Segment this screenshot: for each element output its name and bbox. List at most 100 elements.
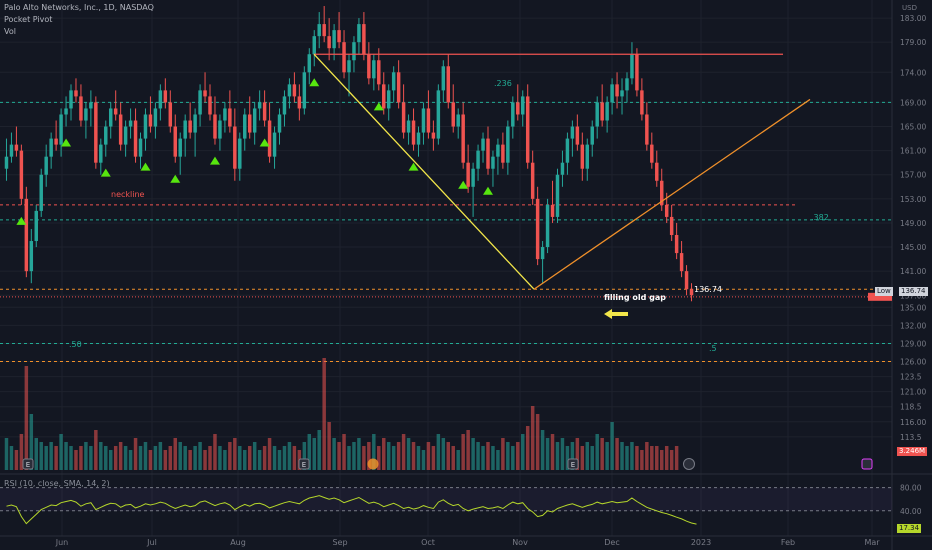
volume-bar [421,450,426,470]
volume-legend[interactable]: Vol [4,27,16,36]
candle-body [620,90,624,97]
volume-bar [555,442,560,470]
volume-bar [188,450,192,470]
candle-body [476,150,480,169]
candle-body [615,84,619,97]
price-axis-label: 165.00 [900,123,926,132]
volume-bar [605,442,609,470]
x-axis-month-label: Sep [332,538,347,547]
rsi-legend[interactable]: RSI (10, close, SMA, 14, 2) [4,479,110,488]
volume-bar [69,446,73,470]
candle-body [9,144,14,157]
volume-bar [74,450,78,470]
candle-body [610,84,614,103]
x-axis-month-label: 2023 [691,538,711,547]
volume-bar [247,446,252,470]
fib-236-label: .236 [494,79,512,88]
candle-body [183,120,187,139]
candle-body [386,90,391,109]
candle-body [188,120,192,133]
volume-bar [277,450,282,470]
candle-body [243,114,247,139]
earnings-icon [567,458,579,470]
earnings-icon [22,458,34,470]
volume-bar [525,426,530,470]
earnings-icon-label: E [571,461,575,469]
volume-bar [645,442,649,470]
candle-body [555,174,560,217]
volume-bar [610,422,614,470]
candle-body [148,114,153,127]
volume-bar [411,442,416,470]
volume-bar [153,446,158,470]
candle-body [84,108,88,121]
candle-body [570,126,575,139]
volume-bar [491,446,495,470]
pocket-pivot-legend[interactable]: Pocket Pivot [4,15,53,24]
candle-body [282,96,287,115]
volume-bar [213,434,217,470]
candle-body [372,60,376,79]
volume-value-badge: 3.246M [897,447,928,456]
earnings-icon [298,458,310,470]
volume-bar [476,442,480,470]
candle-body [516,102,520,115]
volume-bar [337,442,341,470]
candle-body [655,162,659,181]
candle-body [441,66,446,91]
candle-body [133,120,138,157]
volume-bar [94,430,98,470]
volume-bar [317,430,321,470]
volume-bar [391,446,396,470]
rsi-line [6,495,697,525]
candle-body [431,132,436,139]
candle-body [228,108,232,127]
price-axis-label: 157.00 [900,171,926,180]
candle-body [535,198,540,260]
pocket-pivot-marker [61,138,72,147]
candle-body [684,271,689,290]
volume-bar [138,446,143,470]
volume-bar [223,450,227,470]
volume-bar [128,450,133,470]
left-arrow-icon [604,309,628,319]
volume-bar [257,450,262,470]
pocket-pivot-marker [100,168,111,177]
candle-body [302,72,307,109]
fib-5-label: .5 [709,344,717,353]
candle-body [342,42,346,73]
candle-body [525,96,530,163]
candle-body [521,96,525,115]
candle-body [123,126,128,145]
candle-body [630,54,634,79]
volume-bar [501,438,505,470]
volume-bar [322,358,326,470]
candle-body [272,132,277,157]
candle-body [143,114,148,139]
volume-bar [9,446,14,470]
volume-bar [471,438,475,470]
candle-body [203,90,207,97]
pocket-pivot-marker [482,186,493,195]
volume-bar [516,442,520,470]
candle-body [108,108,113,127]
price-axis-label: 183.00 [900,14,926,23]
volume-bar [4,438,9,470]
volume-bar [540,430,545,470]
candle-body [357,24,361,43]
candle-body [118,114,123,145]
price-axis-label: 174.00 [900,68,926,77]
low-badge: Low [875,287,893,296]
x-axis-month-label: Mar [864,538,880,547]
candle-body [481,138,485,151]
x-axis-month-label: Jul [146,538,157,547]
volume-bar [595,434,599,470]
candle-body [267,120,272,157]
pocket-pivot-marker [259,138,270,147]
volume-bar [521,434,525,470]
volume-bar [396,442,401,470]
candle-body [664,204,669,217]
candle-body [24,198,29,272]
volume-bar [238,446,242,470]
